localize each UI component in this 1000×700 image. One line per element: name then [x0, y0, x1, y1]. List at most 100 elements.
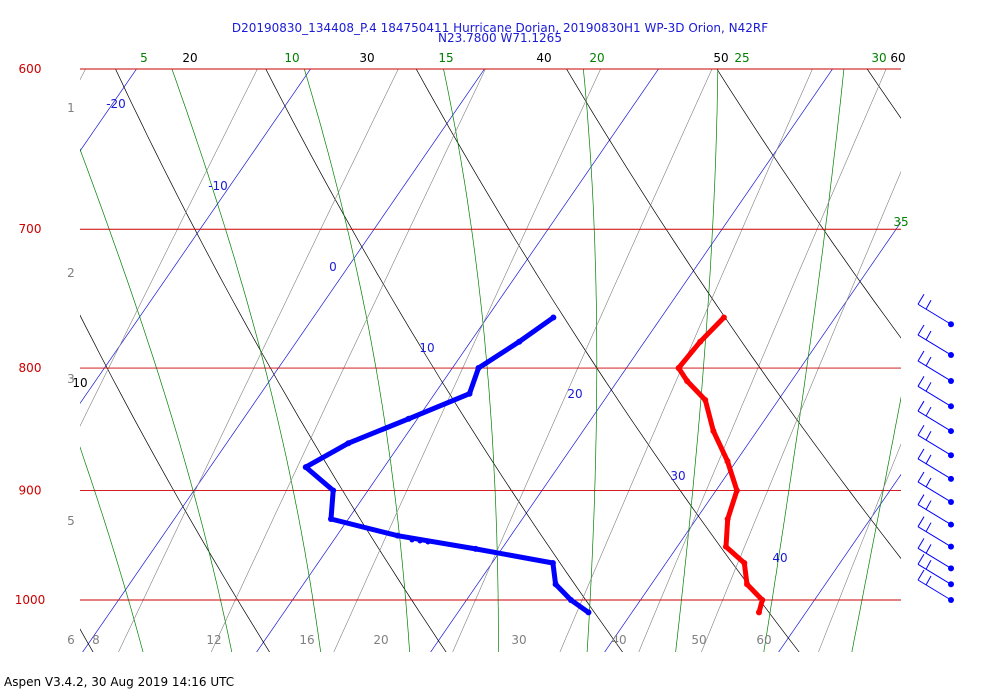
isotherm-line: [778, 473, 901, 652]
dewpoint-point: [550, 314, 557, 321]
isotherm-label: -10: [208, 179, 228, 193]
wind-barb-staff: [917, 481, 952, 503]
moist-adiabat-label: 35: [893, 215, 908, 229]
wind-barb-flag: [925, 430, 932, 441]
wind-barb-point: [948, 377, 954, 384]
mixing-ratio-label: 16: [299, 633, 314, 647]
temperature-point: [724, 515, 731, 522]
isotherm-line: [80, 69, 311, 405]
chart-title: D20190830_134408_P.4 184750411 Hurricane…: [231, 21, 769, 35]
wind-barb-flag: [925, 560, 932, 570]
wind-barb-point: [948, 581, 954, 588]
isotherm-label: 20: [567, 387, 582, 401]
wind-barb-staff: [917, 303, 952, 325]
moist-adiabat-line: [851, 396, 901, 652]
isotherm-line: [256, 69, 659, 652]
dewpoint-point: [585, 609, 592, 616]
wind-barb-flag: [917, 494, 925, 505]
mixing-ratio-label: 60: [756, 633, 771, 647]
wind-barb-flag: [917, 569, 925, 581]
mixing-ratio-label: 8: [92, 633, 100, 647]
isobar-label: 900: [19, 483, 42, 497]
moist-adiabat-label: 25: [734, 51, 749, 65]
wind-barb-flag: [917, 448, 925, 460]
isotherm-line: [933, 0, 1000, 680]
isobar-label: 800: [19, 361, 42, 375]
background-grid: [0, 0, 1000, 680]
dewpoint-point: [345, 440, 352, 447]
mixing-ratio-line: [961, 0, 1000, 680]
wind-barb-flag: [917, 324, 925, 336]
dewpoint-point: [425, 539, 431, 545]
wind-barb-flag: [925, 300, 932, 310]
dewpoint-point: [409, 537, 415, 543]
dewpoint-profile-line: [303, 315, 591, 615]
wind-barb-staff: [917, 458, 952, 480]
wind-barb-flag: [917, 376, 925, 387]
temperature-point: [675, 365, 682, 372]
mixing-ratio-line: [638, 69, 887, 652]
mixing-ratio-line: [559, 69, 813, 652]
dewpoint-point: [552, 581, 559, 588]
temperature-point: [733, 487, 740, 494]
temperature-point: [722, 543, 729, 550]
temperature-point: [684, 377, 691, 384]
wind-barb-point: [948, 565, 954, 572]
wind-barb-flag: [925, 522, 932, 532]
wind-barb-point: [948, 597, 954, 603]
dry-adiabat-label: 60: [890, 51, 905, 65]
dry-adiabat-line: [265, 69, 623, 652]
wind-barb-flag: [925, 575, 932, 586]
wind-barb-flag: [917, 471, 925, 483]
mixing-ratio-label: 50: [691, 633, 706, 647]
isotherm-line: [604, 221, 901, 652]
temperature-profile-line: [676, 315, 765, 615]
temperature-point: [759, 597, 766, 603]
wind-barb-staff: [917, 434, 952, 456]
isobar-label: 600: [19, 62, 42, 76]
dewpoint-point: [472, 545, 479, 552]
wind-barb-staff: [917, 385, 952, 407]
wind-barb-flag: [925, 477, 932, 488]
temperature-point: [710, 428, 717, 435]
wind-barb-flag: [917, 350, 925, 362]
moist-adiabat-line: [0, 0, 63, 680]
isotherm-line: [430, 69, 833, 652]
wind-barb-staff: [917, 334, 952, 356]
wind-barb-flag: [925, 454, 932, 465]
dry-adiabat-line: [967, 0, 1000, 680]
mixing-ratio-line: [333, 69, 601, 652]
mixing-ratio-label: 30: [511, 633, 526, 647]
wind-barb-flag: [925, 544, 932, 554]
wind-barb-flag: [925, 406, 932, 417]
wind-barb-point: [948, 428, 954, 435]
isotherm-line: [0, 0, 12, 680]
temperature-point: [755, 609, 762, 616]
dry-adiabat-label: 30: [359, 51, 374, 65]
mixing-ratio-line: [210, 69, 486, 652]
mixing-ratio-line: [80, 69, 86, 81]
wind-barb-point: [948, 351, 954, 358]
moist-adiabat-label: 5: [140, 51, 148, 65]
dewpoint-point: [327, 515, 334, 522]
wind-barb-staff: [917, 526, 952, 548]
wind-barb-point: [948, 498, 954, 505]
wind-barb-flag: [917, 400, 925, 412]
sounding-series: [302, 314, 766, 616]
isotherm-label: 40: [772, 551, 787, 565]
dewpoint-point: [302, 464, 309, 471]
moist-adiabat-line: [303, 69, 410, 652]
wind-barb-point: [948, 403, 954, 410]
mixing-ratio-line: [893, 0, 1000, 680]
wind-barb-flag: [925, 356, 932, 367]
wind-barb-flag: [917, 424, 925, 436]
chart-subtitle: N23.7800 W71.1265: [438, 31, 562, 45]
dry-adiabat-label: 40: [536, 51, 551, 65]
mixing-ratio-line: [818, 443, 901, 652]
wind-barb-flag: [917, 516, 925, 527]
wind-barb-staff: [917, 360, 952, 382]
footer-text: Aspen V3.4.2, 30 Aug 2019 14:16 UTC: [4, 675, 235, 689]
mixing-ratio-label: 20: [373, 633, 388, 647]
wind-barbs: [917, 293, 954, 603]
